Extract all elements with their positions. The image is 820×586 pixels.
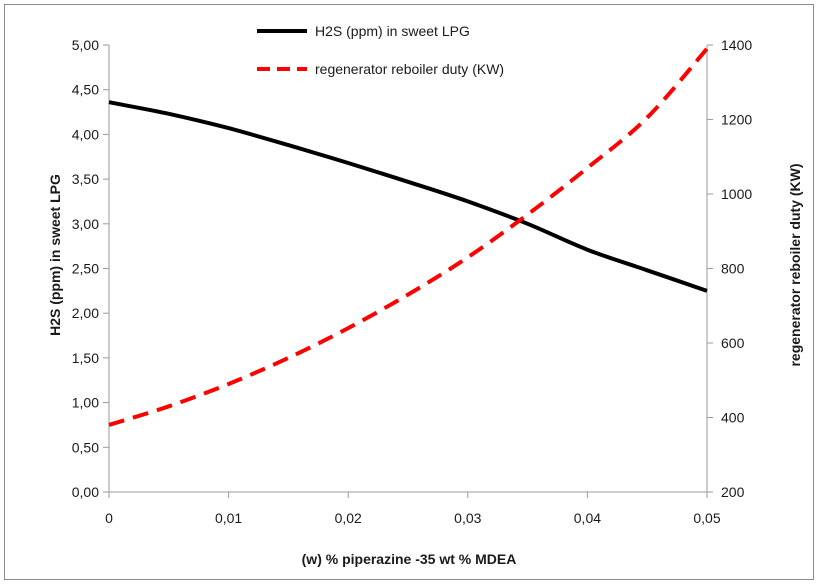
x-axis-title: (w) % piperazine -35 wt % MDEA — [302, 551, 517, 567]
y-left-tick-label: 1,00 — [72, 395, 99, 411]
y-right-axis-title: regenerator reboiler duty (KW) — [787, 163, 803, 366]
h2s-series-line — [108, 100, 708, 293]
x-tick-label: 0,02 — [335, 510, 362, 526]
y-left-tick-label: 0,00 — [72, 484, 99, 500]
y-right-tick-label: 800 — [721, 261, 745, 277]
y-right-tick-label: 1400 — [721, 37, 752, 53]
y-left-axis-title: H2S (ppm) in sweet LPG — [47, 174, 63, 336]
y-left-tick-label: 2,00 — [72, 305, 99, 321]
y-left-tick-label: 3,00 — [72, 216, 99, 232]
tick-labels: 0 0,01 0,02 0,03 0,04 0,05 0,00 0,50 1,00 1,50 2,0… — [72, 37, 753, 526]
x-tick-label: 0,05 — [693, 510, 720, 526]
y-right-tick-label: 1000 — [721, 186, 752, 202]
y-right-tick-label: 1200 — [721, 112, 752, 128]
legend-label-h2s: H2S (ppm) in sweet LPG — [315, 23, 470, 39]
y-left-tick-label: 4,50 — [72, 82, 99, 98]
y-left-tick-label: 5,00 — [72, 37, 99, 53]
chart: 0 0,01 0,02 0,03 0,04 0,05 0,00 0,50 1,00 1,50 2,0… — [47, 23, 803, 567]
legend: H2S (ppm) in sweet LPG regenerator reboi… — [257, 23, 504, 77]
x-tick-label: 0,01 — [215, 510, 242, 526]
series-lines — [108, 47, 709, 427]
y-right-tick-label: 600 — [721, 335, 745, 351]
y-right-tick-label: 400 — [721, 410, 745, 426]
y-left-tick-label: 4,00 — [72, 126, 99, 142]
axes — [103, 44, 713, 498]
chart-frame: 0 0,01 0,02 0,03 0,04 0,05 0,00 0,50 1,00 1,50 2,0… — [4, 4, 814, 580]
x-tick-label: 0,04 — [574, 510, 601, 526]
y-left-tick-label: 0,50 — [72, 439, 99, 455]
x-tick-label: 0 — [105, 510, 113, 526]
reboiler-duty-series-line — [108, 47, 709, 427]
y-right-tick-label: 200 — [721, 484, 745, 500]
y-left-tick-label: 1,50 — [72, 350, 99, 366]
y-left-tick-label: 3,50 — [72, 171, 99, 187]
y-left-tick-label: 2,50 — [72, 261, 99, 277]
x-tick-label: 0,03 — [454, 510, 481, 526]
legend-label-reboiler: regenerator reboiler duty (KW) — [315, 61, 504, 77]
